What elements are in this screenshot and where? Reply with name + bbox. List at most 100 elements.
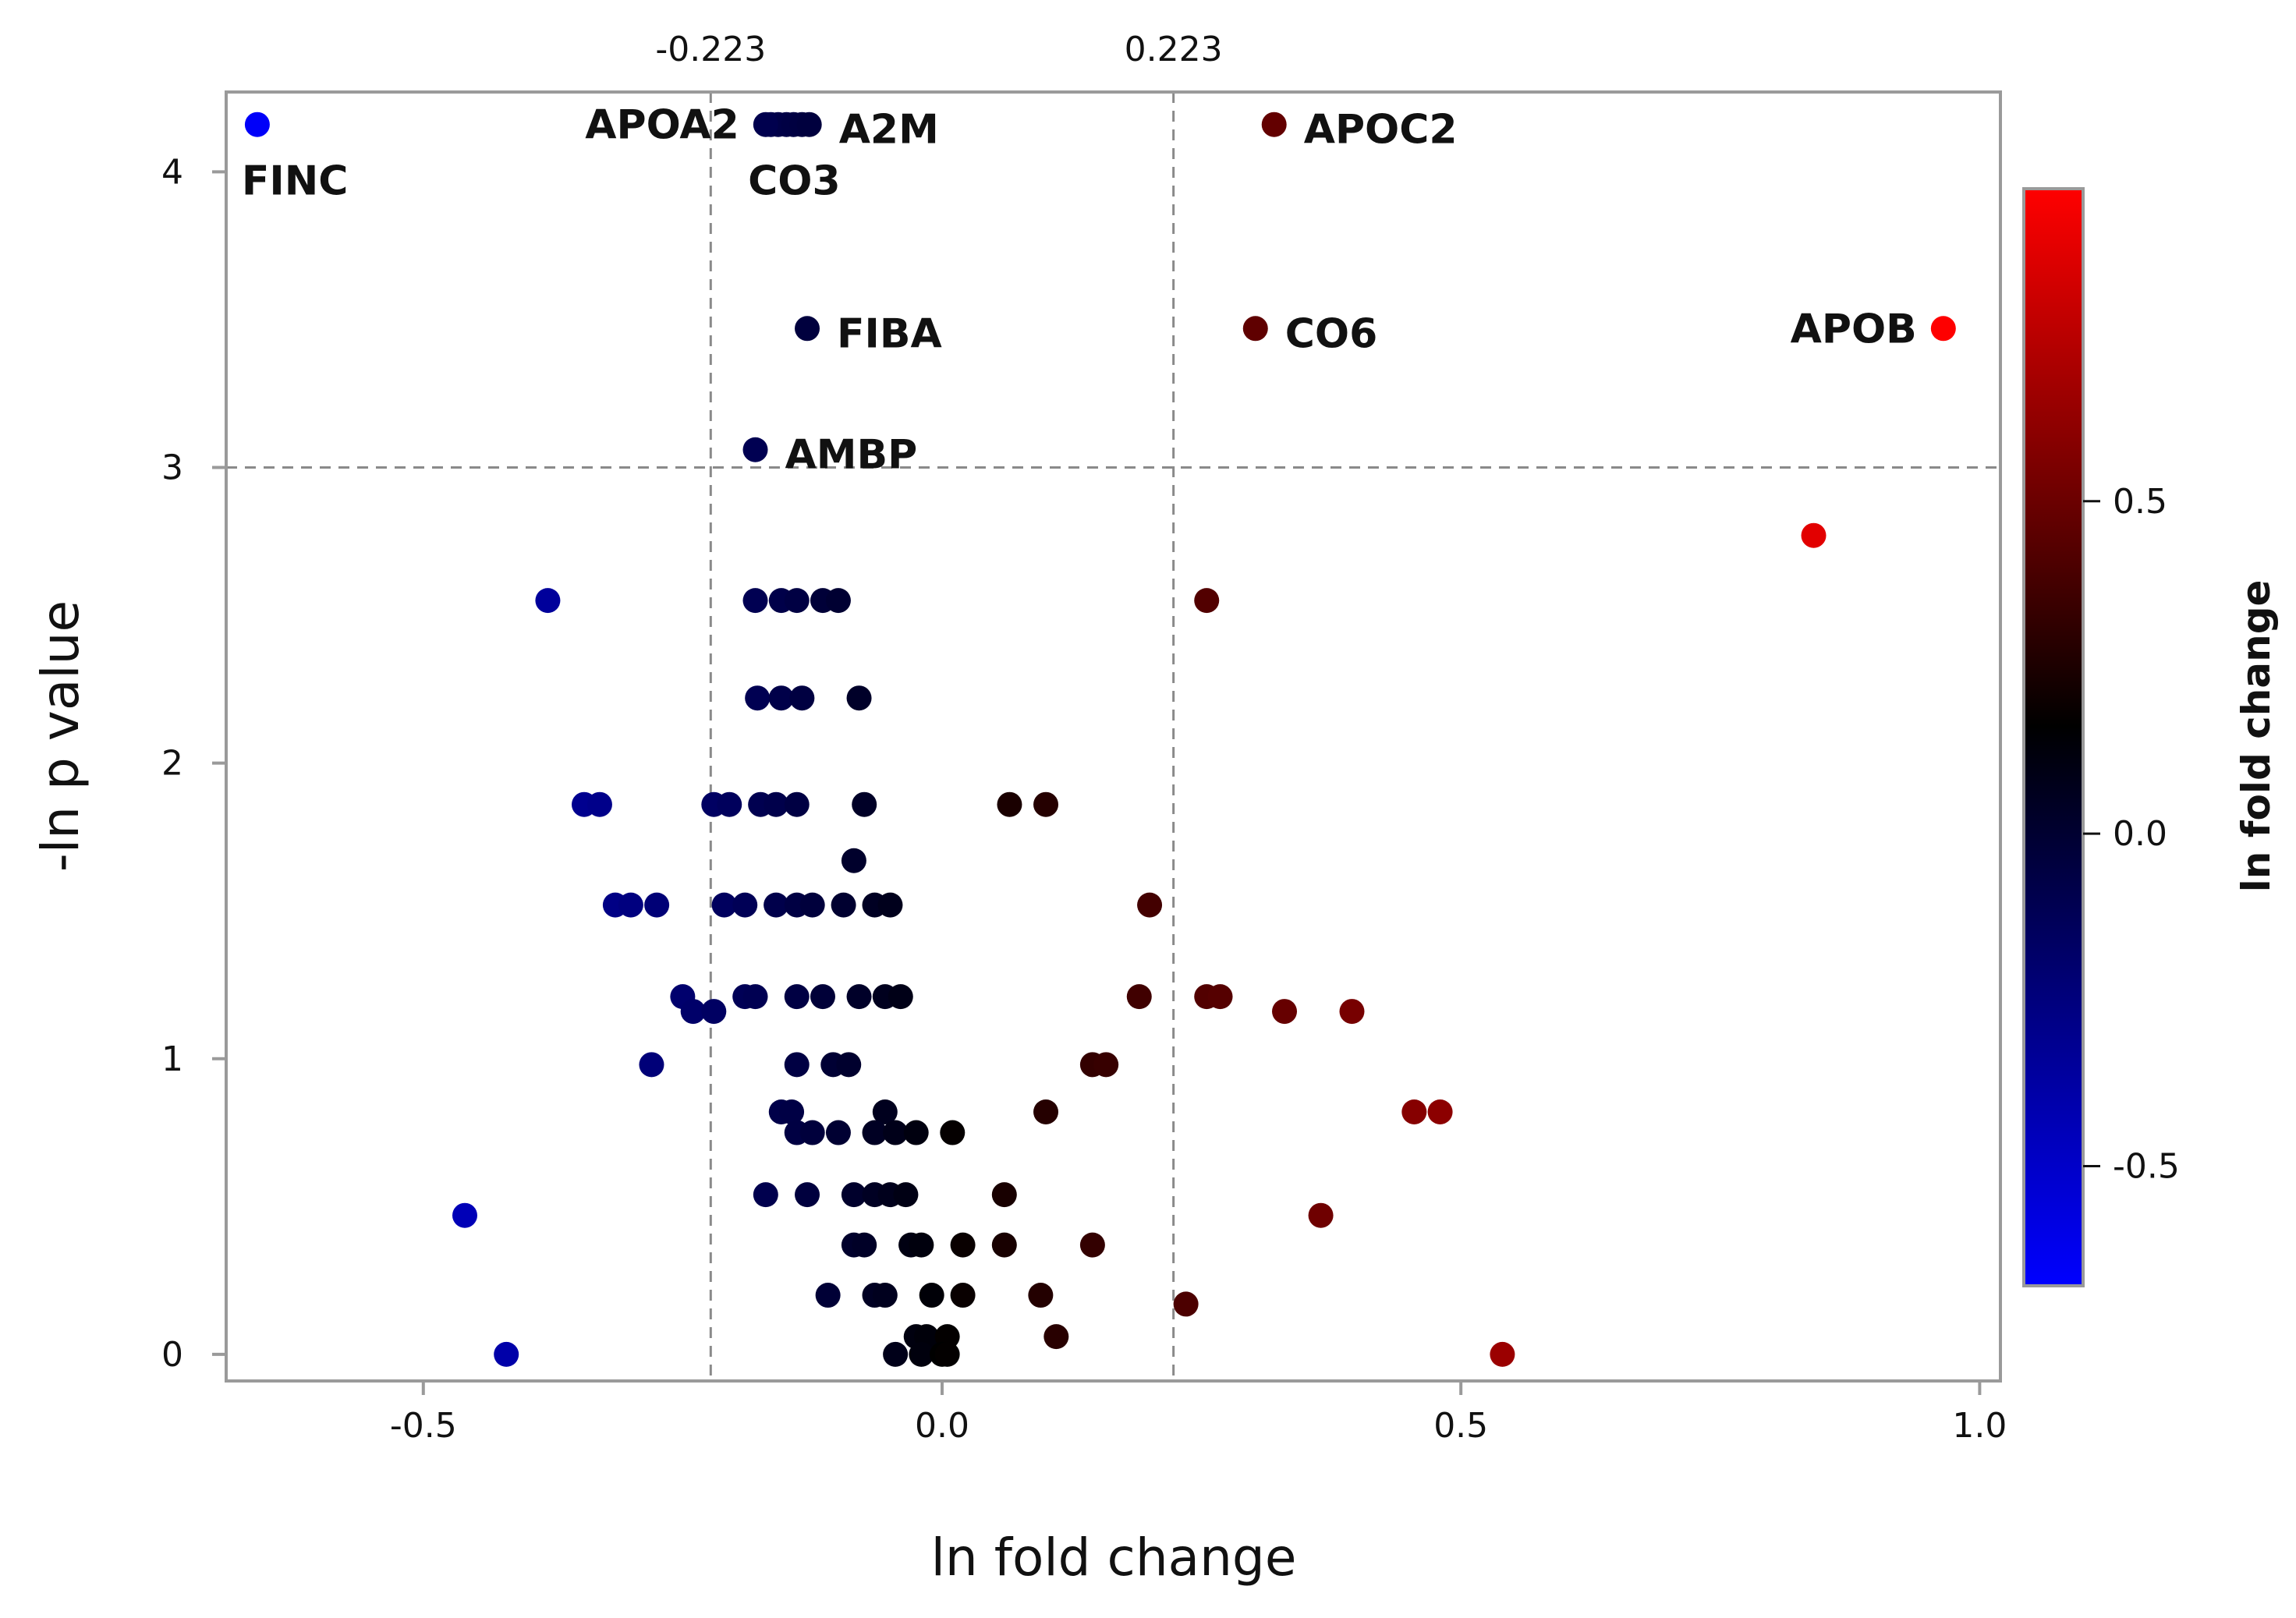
data-point bbox=[784, 1052, 810, 1078]
data-point bbox=[825, 588, 851, 614]
threshold-label-0: -0.223 bbox=[655, 30, 766, 69]
data-point bbox=[825, 1120, 851, 1145]
x-tick-label: -0.5 bbox=[390, 1406, 457, 1446]
data-point bbox=[452, 1202, 477, 1228]
data-point bbox=[701, 999, 727, 1025]
data-point bbox=[836, 1052, 862, 1078]
x-tick-label: 0.0 bbox=[915, 1406, 969, 1446]
data-point bbox=[753, 112, 778, 137]
point-label-a2m: A2M bbox=[839, 107, 939, 154]
data-point bbox=[909, 1341, 934, 1367]
data-point bbox=[1308, 1202, 1334, 1228]
data-point bbox=[789, 685, 815, 711]
data-point bbox=[784, 984, 810, 1010]
point-label-apoc2: APOC2 bbox=[1304, 107, 1458, 154]
data-point bbox=[795, 1182, 820, 1208]
data-point bbox=[1401, 1099, 1427, 1124]
data-point bbox=[831, 892, 856, 918]
y-tick-label: 0 bbox=[161, 1335, 183, 1375]
data-point bbox=[815, 1283, 841, 1308]
colorbar-tick-label: 0.0 bbox=[2113, 814, 2167, 854]
y-tick-label: 4 bbox=[161, 152, 183, 192]
data-point bbox=[888, 984, 913, 1010]
data-point bbox=[950, 1283, 976, 1308]
colorbar-axis: -0.5 0.0 0.5 bbox=[2083, 482, 2180, 1187]
data-point bbox=[795, 316, 820, 342]
point-label-co6: CO6 bbox=[1285, 310, 1378, 357]
data-point bbox=[934, 1341, 960, 1367]
y-axis: 0 1 2 3 4 bbox=[161, 152, 226, 1375]
plot-frame bbox=[225, 90, 2002, 1383]
y-tick-label: 3 bbox=[161, 448, 183, 487]
data-point bbox=[799, 892, 825, 918]
data-point bbox=[1033, 791, 1059, 817]
threshold-label-1: 0.223 bbox=[1125, 30, 1223, 69]
data-point bbox=[877, 892, 903, 918]
point-label-co3: CO3 bbox=[748, 158, 841, 205]
data-point bbox=[494, 1341, 519, 1367]
x-tick-label: 0.5 bbox=[1433, 1406, 1488, 1446]
x-axis-title: ln fold change bbox=[931, 1528, 1297, 1588]
data-point bbox=[753, 1182, 778, 1208]
data-point bbox=[1427, 1099, 1453, 1124]
point-label-apoa2: APOA2 bbox=[585, 102, 739, 149]
data-point bbox=[846, 984, 872, 1010]
y-axis-title: -ln p value bbox=[30, 600, 90, 872]
data-point bbox=[991, 1182, 1017, 1208]
data-point bbox=[742, 437, 768, 462]
point-label-finc: FINC bbox=[242, 158, 349, 205]
data-point bbox=[1033, 1099, 1059, 1124]
data-point bbox=[991, 1232, 1017, 1258]
data-point bbox=[846, 685, 872, 711]
data-point bbox=[909, 1232, 934, 1258]
x-tick-label: 1.0 bbox=[1952, 1406, 2007, 1446]
data-point bbox=[586, 791, 612, 817]
data-point bbox=[1801, 522, 1827, 548]
data-point bbox=[732, 892, 758, 918]
data-point bbox=[764, 791, 789, 817]
y-tick-label: 1 bbox=[161, 1039, 183, 1079]
data-point bbox=[1028, 1283, 1054, 1308]
data-point bbox=[841, 1182, 866, 1208]
data-point bbox=[711, 892, 737, 918]
data-point bbox=[810, 984, 835, 1010]
data-point bbox=[1173, 1291, 1199, 1317]
data-point bbox=[779, 1099, 805, 1124]
data-point bbox=[1137, 892, 1163, 918]
data-point bbox=[919, 1283, 944, 1308]
data-point bbox=[742, 984, 768, 1010]
data-point bbox=[618, 892, 643, 918]
point-label-apob: APOB bbox=[1791, 306, 1917, 352]
data-point bbox=[680, 999, 706, 1025]
data-point bbox=[1261, 112, 1287, 137]
data-point bbox=[841, 848, 866, 873]
data-point bbox=[883, 1120, 909, 1145]
y-tick-label: 2 bbox=[161, 744, 183, 784]
data-point bbox=[872, 1283, 898, 1308]
data-point bbox=[997, 791, 1022, 817]
data-point bbox=[1272, 999, 1298, 1025]
data-point bbox=[1339, 999, 1365, 1025]
colorbar-tick-label: 0.5 bbox=[2113, 482, 2167, 522]
data-point bbox=[742, 588, 768, 614]
colorbar bbox=[2022, 187, 2085, 1287]
point-label-ambp: AMBP bbox=[785, 432, 918, 479]
data-point bbox=[1043, 1324, 1069, 1350]
data-point bbox=[852, 791, 877, 817]
data-point bbox=[764, 892, 789, 918]
data-point bbox=[950, 1232, 976, 1258]
data-point bbox=[768, 685, 794, 711]
data-point bbox=[1490, 1341, 1515, 1367]
data-point bbox=[1930, 316, 1956, 342]
data-point bbox=[745, 685, 771, 711]
data-point bbox=[1207, 984, 1233, 1010]
data-point bbox=[244, 112, 270, 137]
data-point bbox=[1242, 316, 1268, 342]
x-axis: -0.5 0.0 0.5 1.0 bbox=[390, 1381, 2007, 1446]
data-point bbox=[852, 1232, 877, 1258]
data-point bbox=[644, 892, 670, 918]
data-point bbox=[862, 1120, 888, 1145]
data-points bbox=[244, 112, 1956, 1367]
